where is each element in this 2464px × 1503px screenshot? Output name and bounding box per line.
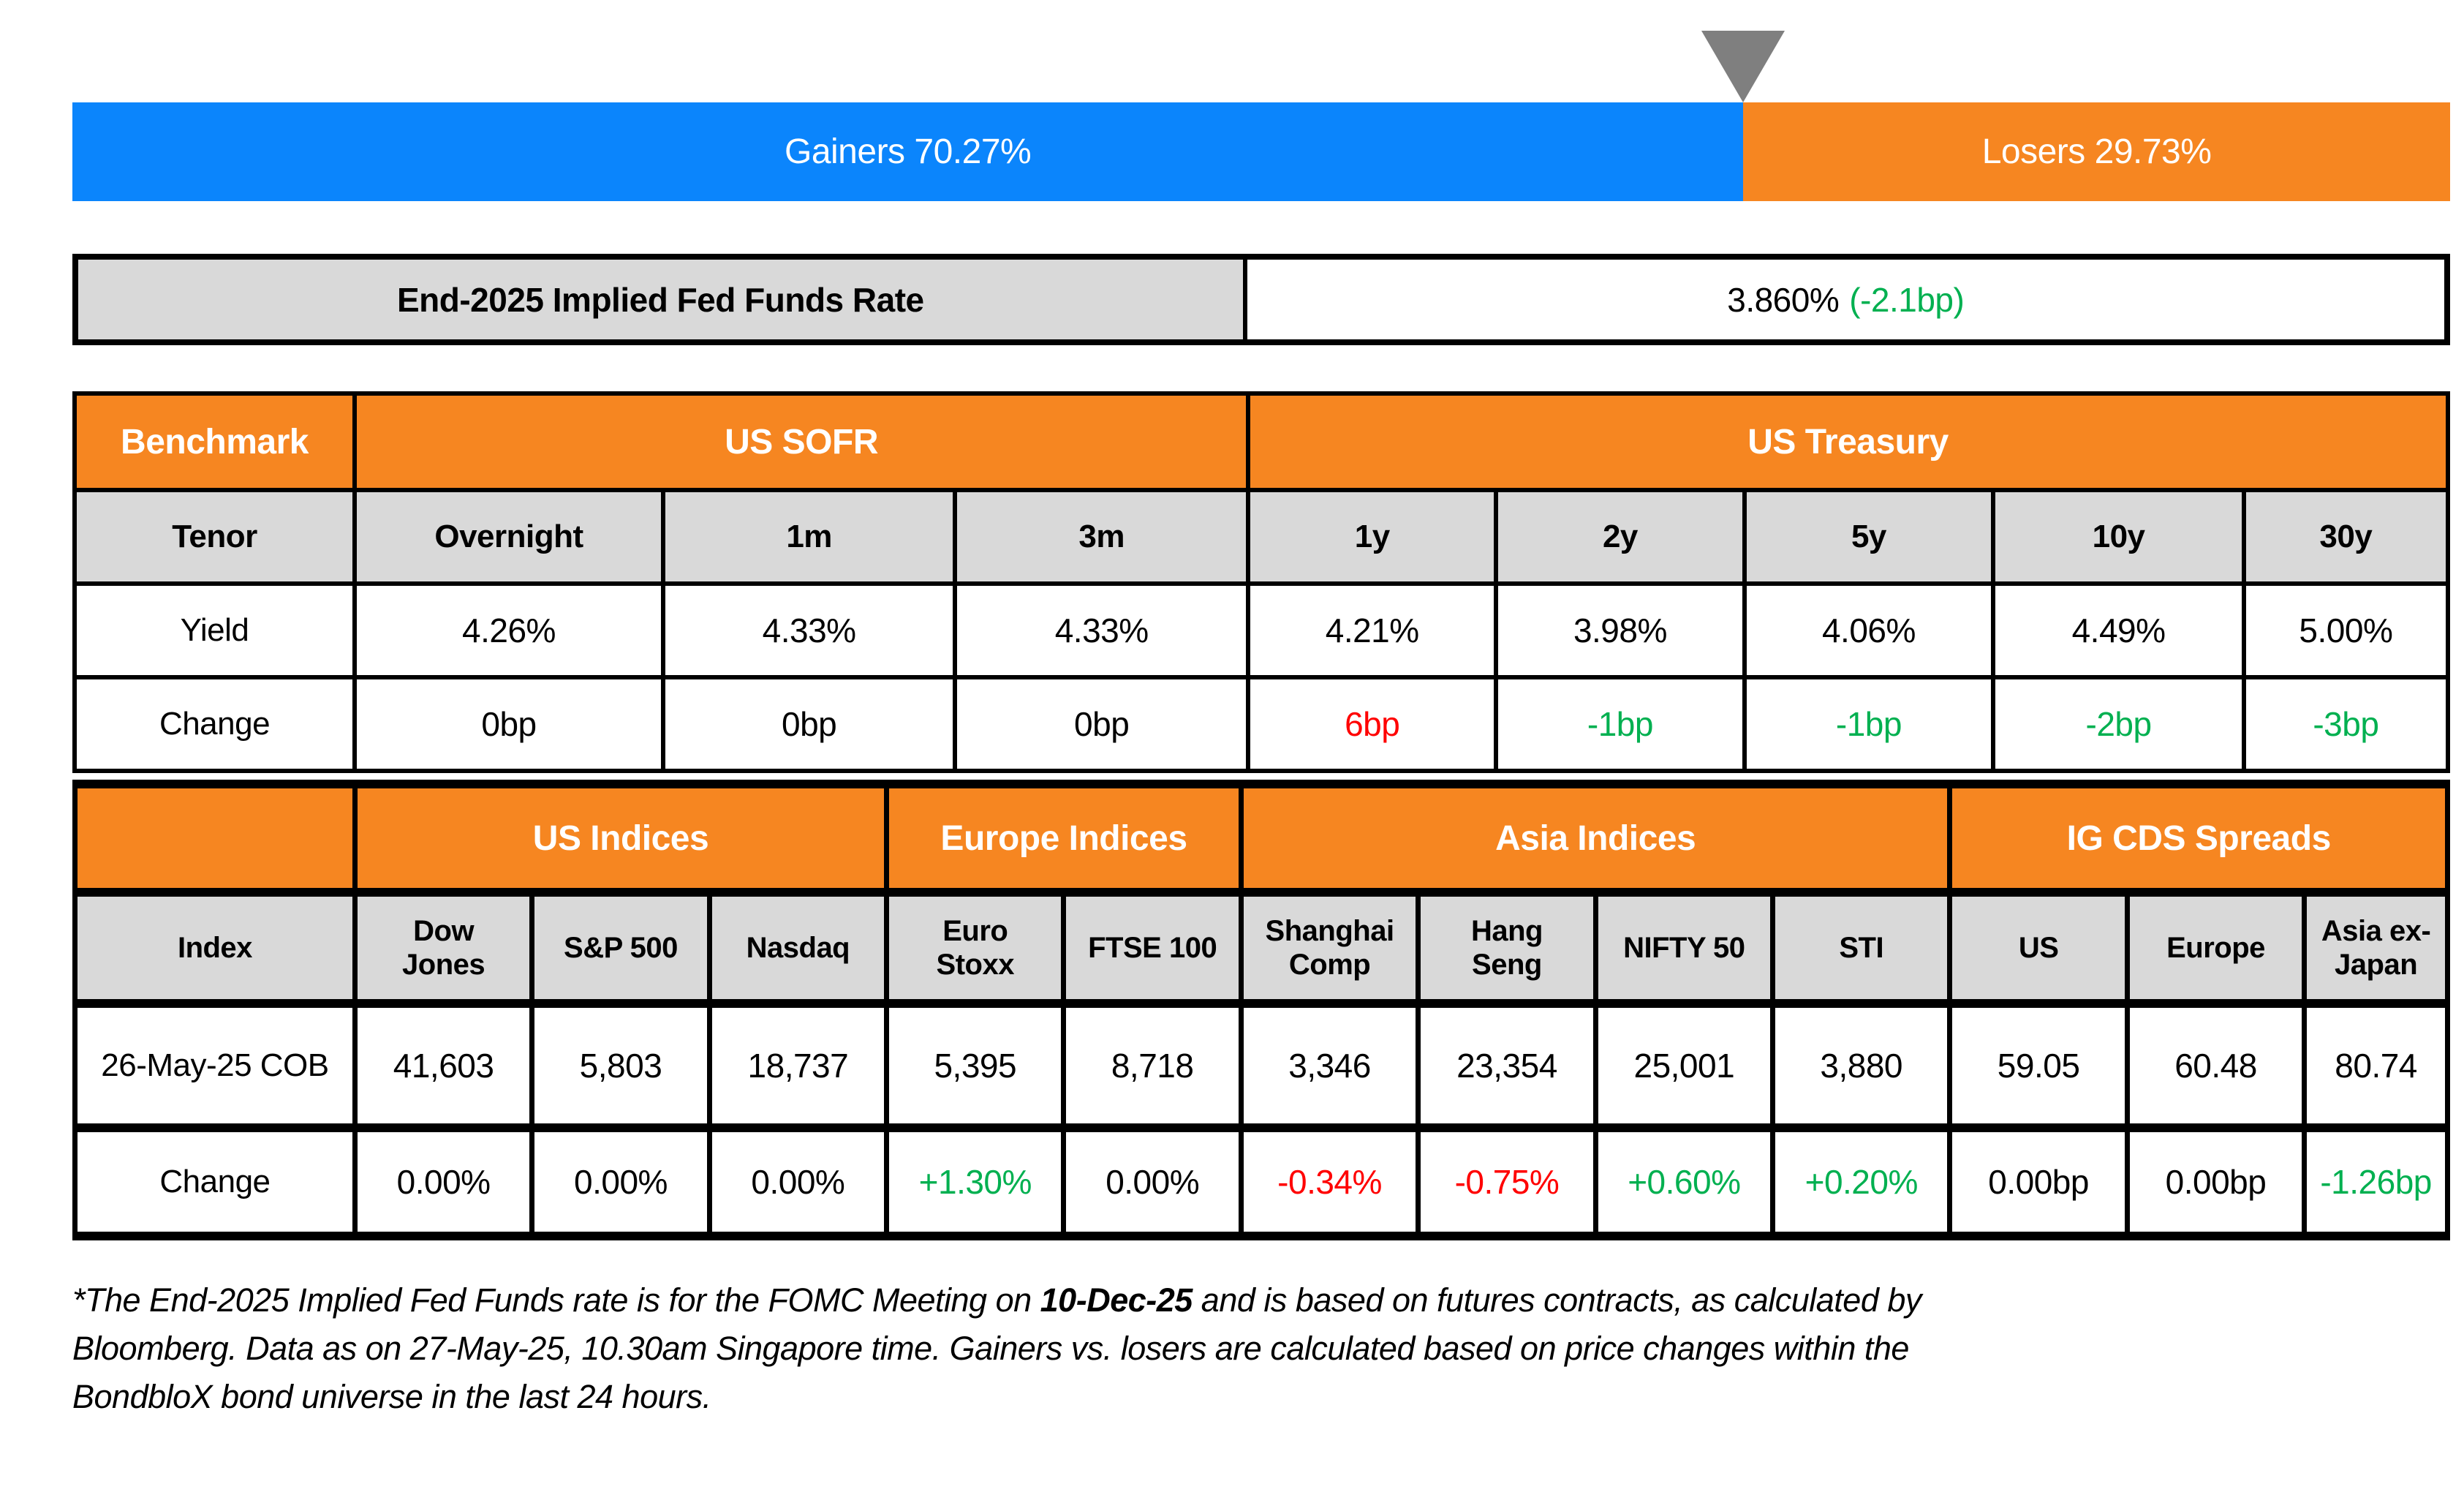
index-value-cell: 23,354 bbox=[1416, 999, 1598, 1132]
yield-value-cell: 4.33% bbox=[953, 581, 1251, 679]
fed-funds-label: End-2025 Implied Fed Funds Rate bbox=[396, 280, 924, 319]
footnote-line3: BondbloX bond universe in the last 24 ho… bbox=[72, 1378, 711, 1415]
yield-value-cell: 4.21% bbox=[1246, 581, 1499, 679]
index-change-row-label: Change bbox=[72, 1123, 358, 1240]
change-value-cell: -1bp bbox=[1494, 675, 1747, 773]
index-change-cell: -0.75% bbox=[1416, 1123, 1598, 1240]
tenor-header-cell: 3m bbox=[953, 488, 1251, 586]
yield-value-cell: 5.00% bbox=[2241, 581, 2451, 679]
fed-funds-label-cell: End-2025 Implied Fed Funds Rate bbox=[78, 260, 1247, 339]
index-column-header: Europe bbox=[2124, 888, 2308, 1008]
gainers-segment: Gainers 70.27% bbox=[72, 102, 1744, 201]
index-change-cell: +1.30% bbox=[884, 1123, 1067, 1240]
benchmark-table: Benchmark US SOFR US Treasury Tenor Over… bbox=[72, 391, 2451, 773]
index-value-cell: 80.74 bbox=[2302, 999, 2450, 1132]
index-value-cell: 3,346 bbox=[1238, 999, 1421, 1132]
yield-value-cell: 4.33% bbox=[660, 581, 958, 679]
index-value-cell: 59.05 bbox=[1947, 999, 2130, 1132]
index-column-header: Hang Seng bbox=[1416, 888, 1598, 1008]
index-change-cell: +0.60% bbox=[1592, 1123, 1776, 1240]
index-column-header: Euro Stoxx bbox=[884, 888, 1067, 1008]
index-column-header: US bbox=[1947, 888, 2130, 1008]
tenor-header-cell: 2y bbox=[1494, 488, 1747, 586]
tenor-header-cell: 1y bbox=[1246, 488, 1499, 586]
change-value-cell: -2bp bbox=[1991, 675, 2246, 773]
index-column-header: Shanghai Comp bbox=[1238, 888, 1421, 1008]
tenor-header-cell: 5y bbox=[1742, 488, 1996, 586]
index-change-cell: 0.00% bbox=[706, 1123, 890, 1240]
index-column-header: S&P 500 bbox=[529, 888, 712, 1008]
index-value-cell: 18,737 bbox=[706, 999, 890, 1132]
tenor-row-label: Tenor bbox=[72, 488, 358, 586]
index-column-header: STI bbox=[1770, 888, 1953, 1008]
fed-funds-value: 3.860% bbox=[1727, 280, 1840, 319]
index-column-header: FTSE 100 bbox=[1061, 888, 1244, 1008]
index-column-header: Nasdaq bbox=[706, 888, 890, 1008]
index-change-cell: -0.34% bbox=[1238, 1123, 1421, 1240]
benchmark-corner-cell: Benchmark bbox=[72, 391, 358, 492]
index-change-cell: 0.00% bbox=[529, 1123, 712, 1240]
index-change-cell: 0.00% bbox=[1061, 1123, 1244, 1240]
gainers-losers-bar: Gainers 70.27% Losers 29.73% bbox=[72, 102, 2450, 201]
group-header-ig-cds-spreads: IG CDS Spreads bbox=[1947, 780, 2450, 897]
change-value-cell: 0bp bbox=[953, 675, 1251, 773]
change-value-cell: 0bp bbox=[352, 675, 665, 773]
gainers-label: Gainers 70.27% bbox=[784, 132, 1032, 171]
losers-segment: Losers 29.73% bbox=[1743, 102, 2450, 201]
index-change-cell: 0.00bp bbox=[1947, 1123, 2130, 1240]
footnote-line1-pre: *The End-2025 Implied Fed Funds rate is … bbox=[72, 1281, 1040, 1319]
yield-value-cell: 4.49% bbox=[1991, 581, 2246, 679]
index-change-cell: +0.20% bbox=[1770, 1123, 1953, 1240]
index-value-cell: 25,001 bbox=[1592, 999, 1776, 1132]
group-header-us-treasury: US Treasury bbox=[1246, 391, 2450, 492]
tenor-header-cell: 30y bbox=[2241, 488, 2451, 586]
index-value-cell: 60.48 bbox=[2124, 999, 2308, 1132]
footnote-bold-date: 10-Dec-25 bbox=[1040, 1281, 1193, 1319]
tenor-header-cell: 10y bbox=[1991, 488, 2246, 586]
fed-funds-row: End-2025 Implied Fed Funds Rate 3.860% (… bbox=[72, 254, 2450, 345]
tenor-header-cell: 1m bbox=[660, 488, 958, 586]
index-value-cell: 8,718 bbox=[1061, 999, 1244, 1132]
index-value-cell: 3,880 bbox=[1770, 999, 1953, 1132]
index-value-cell: 5,803 bbox=[529, 999, 712, 1132]
change-value-cell: -1bp bbox=[1742, 675, 1996, 773]
change-value-cell: 0bp bbox=[660, 675, 958, 773]
yield-value-cell: 4.06% bbox=[1742, 581, 1996, 679]
yield-value-cell: 4.26% bbox=[352, 581, 665, 679]
yield-row-label: Yield bbox=[72, 581, 358, 679]
change-value-cell: -3bp bbox=[2241, 675, 2451, 773]
footnote-line1-post: and is based on futures contracts, as ca… bbox=[1192, 1281, 1922, 1319]
yield-value-cell: 3.98% bbox=[1494, 581, 1747, 679]
change-row-label: Change bbox=[72, 675, 358, 773]
fed-funds-change: (-2.1bp) bbox=[1849, 280, 1965, 319]
change-value-cell: 6bp bbox=[1246, 675, 1499, 773]
index-value-cell: 5,395 bbox=[884, 999, 1067, 1132]
index-column-header: Dow Jones bbox=[352, 888, 535, 1008]
losers-label: Losers 29.73% bbox=[1981, 132, 2212, 171]
fed-funds-value-cell: 3.860% (-2.1bp) bbox=[1247, 260, 2444, 339]
index-change-cell: 0.00bp bbox=[2124, 1123, 2308, 1240]
group-header-europe-indices: Europe Indices bbox=[884, 780, 1244, 897]
index-column-header: NIFTY 50 bbox=[1592, 888, 1776, 1008]
split-marker-triangle bbox=[1701, 31, 1785, 102]
indices-corner-cell bbox=[72, 780, 358, 897]
indices-table: US Indices Europe Indices Asia Indices I… bbox=[72, 780, 2450, 1240]
group-header-us-indices: US Indices bbox=[352, 780, 890, 897]
tenor-header-cell: Overnight bbox=[352, 488, 665, 586]
group-header-us-sofr: US SOFR bbox=[352, 391, 1251, 492]
index-change-cell: -1.26bp bbox=[2302, 1123, 2450, 1240]
index-row-label: Index bbox=[72, 888, 358, 1008]
footnote: *The End-2025 Implied Fed Funds rate is … bbox=[72, 1276, 2450, 1421]
index-column-header: Asia ex- Japan bbox=[2302, 888, 2450, 1008]
group-header-asia-indices: Asia Indices bbox=[1238, 780, 1953, 897]
cob-row-label: 26-May-25 COB bbox=[72, 999, 358, 1132]
index-value-cell: 41,603 bbox=[352, 999, 535, 1132]
footnote-line2: Bloomberg. Data as on 27-May-25, 10.30am… bbox=[72, 1330, 1909, 1367]
index-change-cell: 0.00% bbox=[352, 1123, 535, 1240]
